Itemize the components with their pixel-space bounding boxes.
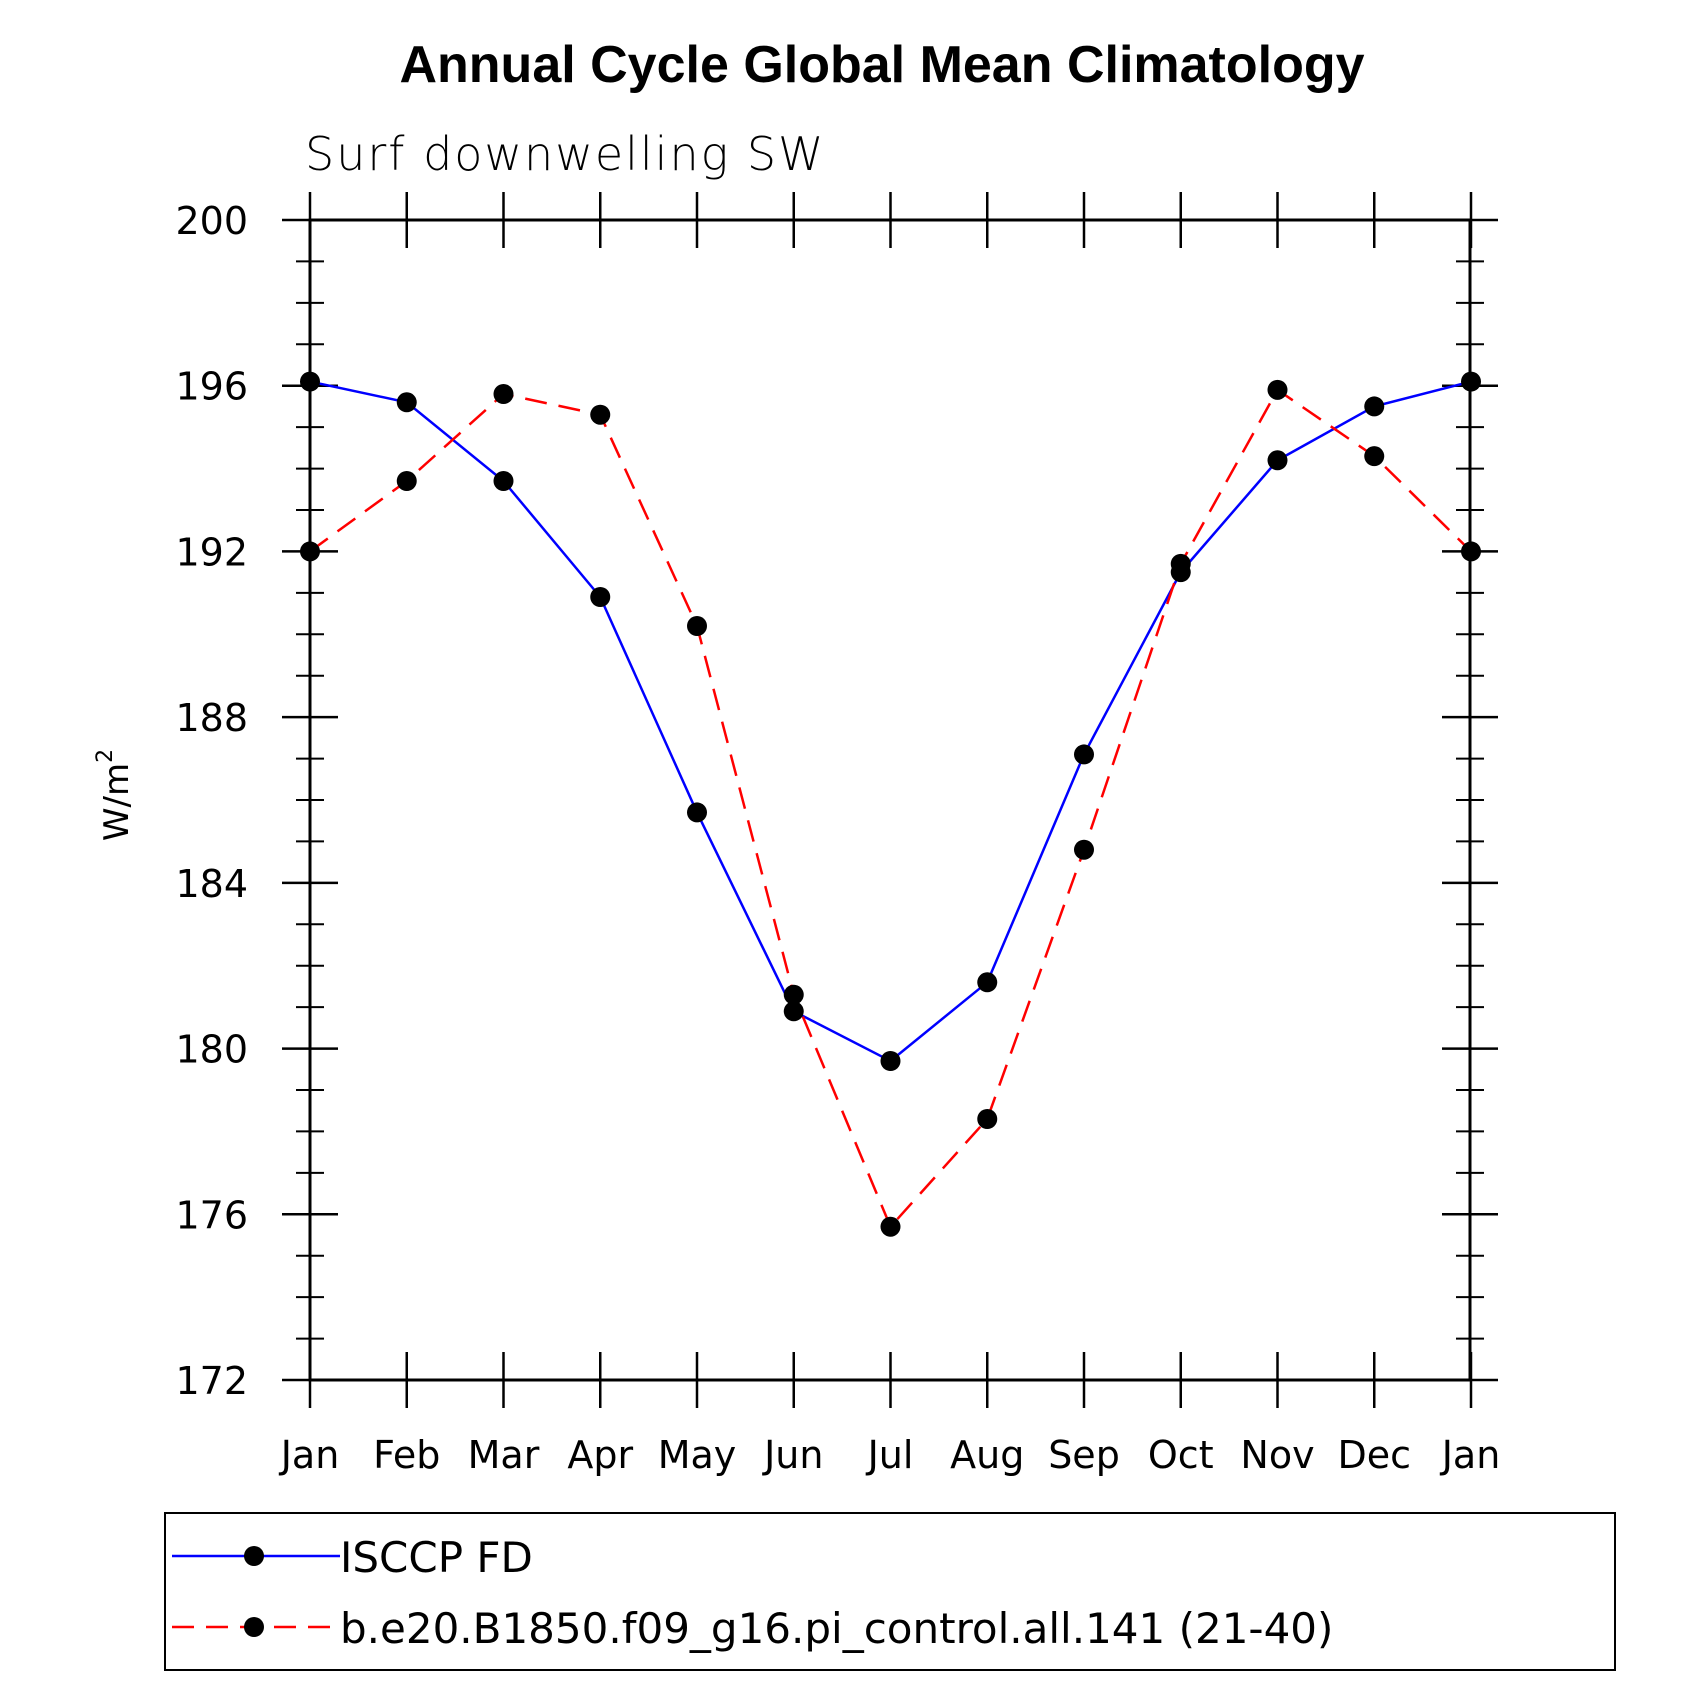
y-axis-label-text: W/m xyxy=(97,763,137,841)
y-tick-label: 172 xyxy=(175,1359,248,1403)
series-1-point xyxy=(493,384,514,404)
x-tick-label: Feb xyxy=(373,1433,440,1477)
y-tick-label: 184 xyxy=(175,862,248,906)
series-0-point xyxy=(300,371,320,392)
series-1-point xyxy=(880,1216,901,1237)
x-tick-label: Dec xyxy=(1337,1433,1411,1477)
legend-marker-model xyxy=(244,1617,264,1637)
series-0-point xyxy=(493,471,514,491)
y-axis-label-superscript: 2 xyxy=(93,749,118,763)
series-1-point xyxy=(687,616,707,636)
series-0-point xyxy=(590,587,611,607)
x-tick-label: Jul xyxy=(866,1433,914,1477)
legend-label-model: b.e20.B1850.f09_g16.pi_control.all.141 (… xyxy=(340,1604,1333,1653)
y-tick-label: 200 xyxy=(175,199,248,243)
y-tick-label: 192 xyxy=(175,530,248,574)
legend-label-isccp: ISCCP FD xyxy=(340,1533,533,1582)
series-1-point xyxy=(1364,446,1385,467)
x-tick-label: Oct xyxy=(1148,1433,1214,1477)
series-line-0 xyxy=(309,380,1472,1063)
y-tick-labels: 172 176 180 184 188 192 196 200 xyxy=(175,199,248,1403)
y-tick-label: 196 xyxy=(175,365,248,409)
x-tick-label: Aug xyxy=(950,1433,1024,1477)
series-0-point xyxy=(977,972,998,993)
series-0-point xyxy=(1267,450,1288,471)
series-0-point xyxy=(1461,371,1481,392)
series-1-point xyxy=(300,541,320,562)
svg-text:W/m2: W/m2 xyxy=(93,749,137,841)
series-1-point xyxy=(590,404,611,425)
chart-title: Annual Cycle Global Mean Climatology xyxy=(399,36,1364,94)
x-tick-label: Nov xyxy=(1240,1433,1314,1477)
y-axis-label: W/m2 xyxy=(93,749,137,841)
series-layer xyxy=(300,371,1481,1237)
y-tick-label: 188 xyxy=(175,696,248,740)
x-tick-label: Jan xyxy=(279,1433,340,1477)
series-1-point xyxy=(783,984,804,1005)
x-tick-label: Mar xyxy=(468,1433,540,1477)
series-1-point xyxy=(396,471,417,491)
series-0-point xyxy=(1074,744,1094,765)
series-line-1 xyxy=(309,388,1472,1230)
series-1-point xyxy=(1074,839,1094,860)
series-0-point xyxy=(1364,396,1385,417)
legend-box xyxy=(164,1512,1616,1671)
series-1-point xyxy=(1461,541,1481,562)
legend: ISCCP FD b.e20.B1850.f09_g16.pi_control.… xyxy=(164,1512,1616,1671)
series-0-point xyxy=(687,802,707,823)
x-tick-label: Apr xyxy=(567,1433,633,1477)
y-tick-label: 180 xyxy=(175,1028,248,1072)
legend-marker-isccp xyxy=(244,1546,264,1566)
series-0-point xyxy=(783,1001,804,1022)
x-tick-label: Sep xyxy=(1048,1433,1120,1477)
series-1-point xyxy=(1170,553,1191,574)
y-tick-label: 176 xyxy=(175,1193,248,1237)
series-1-point xyxy=(977,1109,998,1129)
series-1-point xyxy=(1267,379,1288,400)
series-0-point xyxy=(396,392,417,413)
x-tick-label: Jun xyxy=(762,1433,823,1477)
chart-subtitle: Surf downwelling SW xyxy=(305,127,826,181)
series-0-point xyxy=(880,1051,901,1071)
x-tick-label: Jan xyxy=(1440,1433,1501,1477)
x-tick-label: May xyxy=(658,1433,737,1477)
x-tick-labels: Jan Feb Mar Apr May Jun Jul Aug Sep Oct Nov Dec Jan xyxy=(279,1433,1501,1477)
plot-frame xyxy=(308,218,1472,1382)
